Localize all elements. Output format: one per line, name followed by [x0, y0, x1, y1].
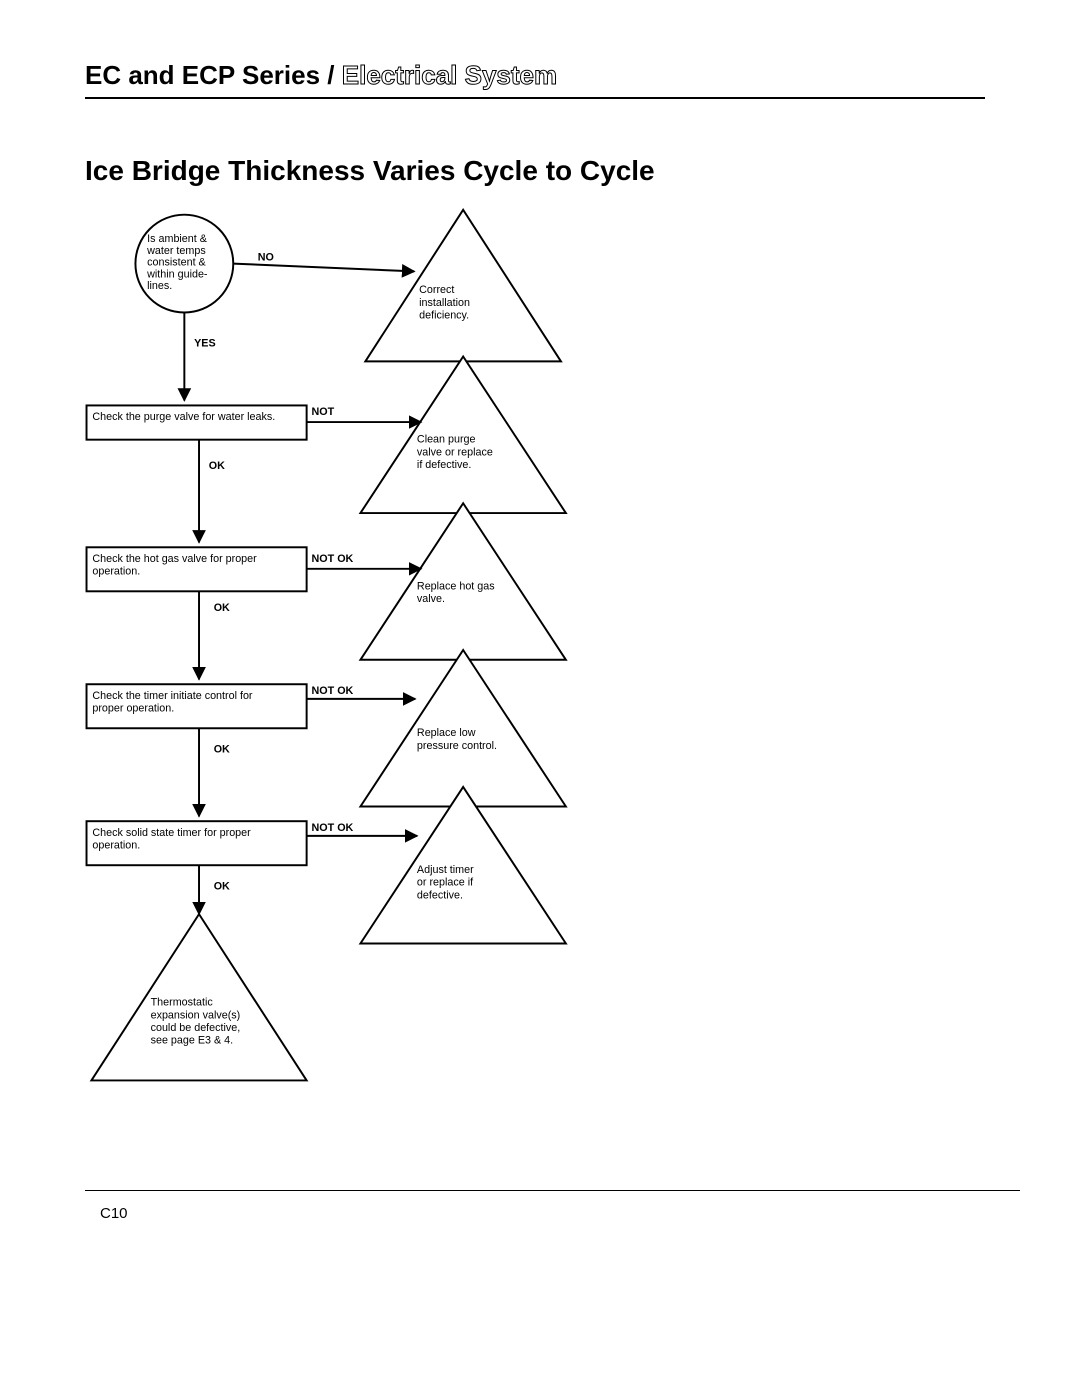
section-title: Ice Bridge Thickness Varies Cycle to Cyc…: [85, 155, 655, 187]
header-bold: EC and ECP Series /: [85, 60, 342, 90]
svg-text:proper operation.: proper operation.: [92, 703, 174, 715]
svg-text:Is ambient &: Is ambient &: [147, 233, 207, 245]
edge-label-r1_right: NOT: [312, 406, 335, 418]
svg-text:water temps: water temps: [146, 245, 206, 257]
page: EC and ECP Series / Electrical System Ic…: [0, 0, 1080, 1397]
node-start: Is ambient &water tempsconsistent &withi…: [135, 215, 233, 313]
edge-label-r1_down: OK: [209, 460, 225, 472]
svg-text:pressure control.: pressure control.: [417, 740, 497, 752]
edge-label-start_right: NO: [258, 252, 274, 264]
svg-text:installation: installation: [419, 297, 470, 309]
edge-start_right: [233, 264, 414, 272]
svg-text:Replace low: Replace low: [417, 727, 476, 739]
svg-text:expansion valve(s): expansion valve(s): [151, 1009, 241, 1021]
page-number: C10: [100, 1205, 128, 1222]
svg-text:Thermostatic: Thermostatic: [151, 997, 214, 1009]
edge-label-r2_right: NOT OK: [312, 553, 354, 565]
svg-text:Check the purge valve for wate: Check the purge valve for water leaks.: [92, 411, 275, 423]
node-t6: Thermostaticexpansion valve(s)could be d…: [91, 914, 306, 1080]
svg-text:Adjust timer: Adjust timer: [417, 864, 474, 876]
svg-text:valve.: valve.: [417, 593, 445, 605]
node-t2: Clean purgevalve or replaceif defective.: [360, 357, 565, 514]
node-r3: Check the timer initiate control forprop…: [87, 684, 307, 728]
flowchart: Is ambient &water tempsconsistent &withi…: [60, 200, 700, 1100]
edge-label-r3_down: OK: [214, 744, 230, 756]
svg-text:defective.: defective.: [417, 889, 463, 901]
footer-rule: [85, 1190, 1020, 1191]
edge-label-start_down: YES: [194, 338, 216, 350]
svg-text:deficiency.: deficiency.: [419, 310, 469, 322]
svg-text:lines.: lines.: [147, 280, 172, 292]
svg-text:consistent &: consistent &: [147, 257, 206, 269]
node-t3: Replace hot gasvalve.: [360, 503, 565, 660]
svg-text:see page E3 & 4.: see page E3 & 4.: [151, 1035, 233, 1047]
node-t1: Correctinstallationdeficiency.: [365, 210, 561, 362]
edge-label-r4_down: OK: [214, 881, 230, 893]
edge-label-r2_down: OK: [214, 602, 230, 614]
svg-text:could be defective,: could be defective,: [151, 1022, 241, 1034]
node-t4: Replace lowpressure control.: [360, 650, 565, 807]
svg-text:or replace if: or replace if: [417, 877, 473, 889]
svg-text:if defective.: if defective.: [417, 459, 471, 471]
svg-text:Check the timer initiate contr: Check the timer initiate control for: [92, 690, 253, 702]
svg-text:within guide-: within guide-: [146, 268, 208, 280]
svg-text:valve or replace: valve or replace: [417, 446, 493, 458]
edge-label-r4_right: NOT OK: [312, 822, 354, 834]
edge-label-r3_right: NOT OK: [312, 685, 354, 697]
node-r2: Check the hot gas valve for properoperat…: [87, 547, 307, 591]
svg-text:Correct: Correct: [419, 284, 454, 296]
node-r1: Check the purge valve for water leaks.: [87, 405, 307, 439]
svg-text:Check the hot gas valve for pr: Check the hot gas valve for proper: [92, 553, 257, 565]
node-r4: Check solid state timer for properoperat…: [87, 821, 307, 865]
svg-text:Check solid state timer for pr: Check solid state timer for proper: [92, 827, 251, 839]
svg-text:operation.: operation.: [92, 840, 140, 852]
svg-text:operation.: operation.: [92, 566, 140, 578]
header-outline: Electrical System: [342, 60, 557, 90]
node-t5: Adjust timeror replace ifdefective.: [360, 787, 565, 944]
svg-text:Replace hot gas: Replace hot gas: [417, 580, 495, 592]
page-header: EC and ECP Series / Electrical System: [85, 60, 985, 99]
svg-text:Clean purge: Clean purge: [417, 434, 476, 446]
